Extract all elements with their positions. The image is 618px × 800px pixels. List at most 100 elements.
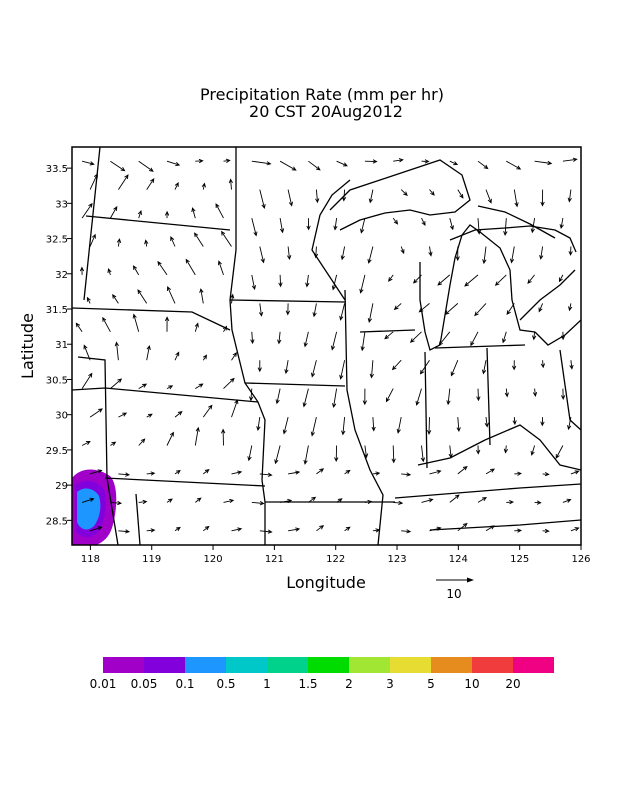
wind-vector [144,239,149,247]
wind-vector [331,274,338,291]
wind-vector [118,529,131,534]
state-boundary [311,179,351,301]
wind-vector [81,497,95,503]
wind-vector [89,469,103,475]
wind-vector [388,274,394,282]
wind-vector [419,359,430,375]
wind-vector [248,388,254,402]
wind-vector [110,378,123,389]
wind-vector [503,445,509,454]
wind-vector [449,217,454,231]
wind-vector [259,472,273,477]
wind-vector [534,500,542,505]
x-tick-label: 125 [510,554,529,565]
state-boundary [135,493,141,545]
wind-vector [504,388,509,398]
wind-vector [474,303,487,317]
wind-vector [364,499,373,505]
wind-vector [527,274,535,285]
colorbar-swatch [308,657,349,673]
wind-vector [450,360,459,377]
wind-vector [282,416,289,435]
state-boundary [85,215,231,231]
wind-vector [438,331,451,346]
state-boundary [244,382,346,387]
wind-vector [506,303,515,316]
wind-vector [303,445,309,465]
wind-vector [421,159,430,164]
colorbar-label: 0.01 [90,677,117,691]
wind-vector [202,354,208,361]
plot-frame [71,146,582,546]
wind-vector [220,428,226,446]
wind-vector [116,238,122,247]
colorbar-label: 5 [427,677,435,691]
wind-vector [392,217,399,225]
wind-vector [81,160,95,166]
wind-vector [558,274,564,283]
wind-vector [448,445,453,459]
wind-vector [191,207,196,219]
wind-vector [157,260,168,276]
state-boundary [72,307,231,331]
wind-vector [199,288,204,304]
wind-vector [477,160,489,170]
y-tick-label: 28.5 [46,516,68,527]
wind-vector [274,445,281,465]
y-tick-label: 29.5 [46,446,68,457]
wind-vector [250,331,255,345]
wind-vector [231,352,237,361]
wind-vector [316,525,325,532]
wind-vector [284,360,289,375]
wind-vector [287,246,292,261]
wind-vector [81,372,93,389]
colorbar-swatch [103,657,144,673]
wind-vector [396,417,402,434]
wind-vector [110,205,118,219]
lake-shoreline [419,224,536,351]
wind-vector [132,313,140,332]
wind-vector [195,383,204,389]
wind-vector [393,158,404,163]
state-boundary [417,439,486,466]
y-tick-label: 33 [55,199,68,210]
wind-vector [288,470,301,475]
y-tick-label: 30 [55,411,68,422]
wind-vector [215,203,224,219]
wind-vector [369,360,374,379]
wind-vector [146,471,156,476]
wind-vector [359,274,366,294]
wind-vector [384,331,394,340]
wind-vector [331,388,338,408]
x-tick-label: 123 [387,554,406,565]
wind-vector [174,470,181,475]
y-axis-label: Latitude [18,313,37,379]
wind-vector [223,377,235,389]
state-boundary [77,356,119,545]
wind-vector [302,388,309,408]
wind-vector [476,218,482,235]
colorbar: 0.01 0.05 0.1 0.5 1 1.5 2 3 5 10 20 [90,657,554,691]
colorbar-swatch [431,657,472,673]
wind-vector [412,274,422,284]
wind-vector [310,360,317,378]
wind-vector [560,388,566,400]
wind-vector [316,468,325,475]
wind-vector [195,497,202,503]
x-tick-label: 120 [204,554,223,565]
wind-vector [429,189,435,196]
wind-vector [502,331,507,344]
wind-vector [308,160,321,171]
wind-vector [540,189,545,207]
wind-vector [166,431,174,446]
wind-vector [174,181,179,190]
wind-vector [542,528,550,534]
wind-vector [391,359,402,371]
wind-vector [89,408,103,418]
precip-contours [72,469,117,545]
boundary-lines [72,147,581,545]
wind-vector [259,189,266,210]
x-tick-label: 119 [142,554,161,565]
wind-vector [512,417,517,426]
wind-vector [449,160,459,166]
